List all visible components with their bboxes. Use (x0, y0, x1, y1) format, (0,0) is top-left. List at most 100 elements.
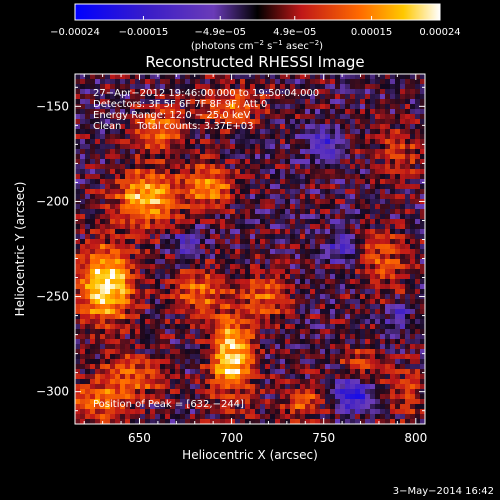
heatmap-cell (110, 334, 116, 340)
heatmap-cell (295, 234, 301, 240)
heatmap-cell (135, 184, 141, 190)
heatmap-cell (375, 124, 381, 130)
heatmap-cell (130, 194, 136, 200)
heatmap-cell (230, 159, 236, 165)
heatmap-cell (95, 134, 101, 140)
heatmap-cell (365, 419, 371, 425)
heatmap-cell (75, 364, 81, 370)
heatmap-cell (100, 194, 106, 200)
heatmap-cell (330, 214, 336, 220)
heatmap-cell (385, 419, 391, 425)
heatmap-cell (360, 154, 366, 160)
heatmap-cell (370, 214, 376, 220)
heatmap-cell (390, 304, 396, 310)
heatmap-cell (115, 119, 121, 125)
heatmap-cell (175, 194, 181, 200)
heatmap-cell (275, 329, 281, 335)
heatmap-cell (190, 384, 196, 390)
heatmap-cell (375, 139, 381, 145)
heatmap-cell (400, 184, 406, 190)
heatmap-cell (80, 239, 86, 245)
heatmap-cell (225, 139, 231, 145)
heatmap-cell (95, 159, 101, 165)
heatmap-cell (140, 264, 146, 270)
heatmap-cell (270, 214, 276, 220)
heatmap-cell (365, 154, 371, 160)
heatmap-cell (325, 164, 331, 170)
heatmap-cell (355, 174, 361, 180)
heatmap-cell (360, 269, 366, 275)
heatmap-cell (280, 344, 286, 350)
heatmap-cell (400, 344, 406, 350)
heatmap-cell (90, 199, 96, 205)
heatmap-cell (220, 144, 226, 150)
heatmap-cell (190, 164, 196, 170)
heatmap-cell (195, 384, 201, 390)
heatmap-cell (155, 229, 161, 235)
heatmap-cell (310, 329, 316, 335)
heatmap-cell (345, 214, 351, 220)
heatmap-cell (215, 224, 221, 230)
heatmap-cell (380, 404, 386, 410)
heatmap-cell (235, 154, 241, 160)
heatmap-cell (390, 159, 396, 165)
heatmap-cell (340, 179, 346, 185)
heatmap-cell (145, 284, 151, 290)
heatmap-cell (300, 139, 306, 145)
heatmap-cell (230, 334, 236, 340)
heatmap-cell (210, 294, 216, 300)
heatmap-cell (85, 314, 91, 320)
heatmap-cell (150, 419, 156, 425)
heatmap-cell (185, 354, 191, 360)
heatmap-cell (105, 164, 111, 170)
heatmap-cell (295, 189, 301, 195)
heatmap-cell (125, 274, 131, 280)
heatmap-cell (415, 179, 421, 185)
heatmap-cell (360, 394, 366, 400)
heatmap-cell (325, 239, 331, 245)
heatmap-cell (380, 189, 386, 195)
heatmap-cell (225, 184, 231, 190)
heatmap-cell (285, 414, 291, 420)
heatmap-cell (395, 374, 401, 380)
heatmap-cell (140, 184, 146, 190)
heatmap-cell (270, 234, 276, 240)
heatmap-cell (420, 419, 426, 425)
heatmap-cell (110, 174, 116, 180)
heatmap-cell (335, 269, 341, 275)
heatmap-cell (355, 354, 361, 360)
heatmap-cell (240, 269, 246, 275)
heatmap-cell (320, 84, 326, 90)
heatmap-cell (405, 344, 411, 350)
heatmap-cell (190, 184, 196, 190)
heatmap-cell (175, 74, 181, 80)
heatmap-cell (275, 419, 281, 425)
heatmap-cell (260, 124, 266, 130)
heatmap-cell (315, 154, 321, 160)
heatmap-cell (115, 339, 121, 345)
heatmap-cell (290, 179, 296, 185)
heatmap-cell (270, 134, 276, 140)
heatmap-cell (235, 339, 241, 345)
heatmap-cell (375, 174, 381, 180)
heatmap-cell (275, 219, 281, 225)
heatmap-cell (235, 249, 241, 255)
heatmap-cell (310, 169, 316, 175)
heatmap-cell (160, 259, 166, 265)
heatmap-cell (110, 159, 116, 165)
heatmap-cell (235, 269, 241, 275)
heatmap-cell (195, 249, 201, 255)
heatmap-cell (365, 314, 371, 320)
heatmap-cell (220, 134, 226, 140)
heatmap-cell (80, 204, 86, 210)
heatmap-cell (320, 164, 326, 170)
heatmap-cell (240, 314, 246, 320)
heatmap-cell (295, 89, 301, 95)
heatmap-cell (285, 224, 291, 230)
heatmap-cell (235, 419, 241, 425)
heatmap-cell (170, 274, 176, 280)
heatmap-cell (235, 139, 241, 145)
heatmap-cell (180, 124, 186, 130)
heatmap-cell (305, 144, 311, 150)
